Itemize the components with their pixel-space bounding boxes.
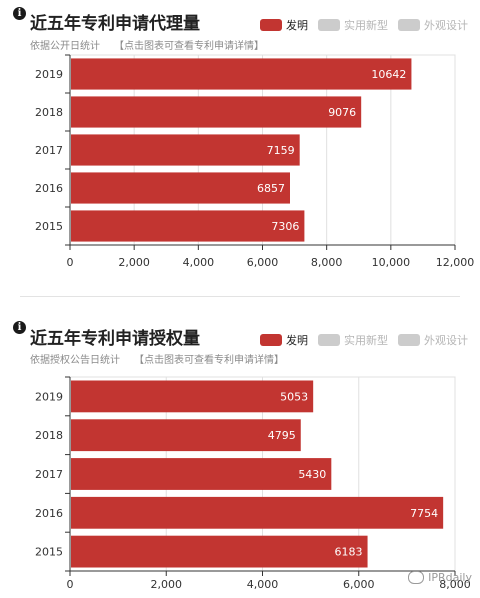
y-tick-label: 2016: [35, 507, 63, 520]
chart-subtitle: 依据公开日统计 【点击图表可查看专利申请详情】: [30, 37, 264, 52]
bar[interactable]: [71, 58, 412, 90]
legend-label: 实用新型: [344, 334, 388, 347]
bar-value-label: 4795: [268, 429, 296, 442]
watermark: IPRdaily: [408, 571, 472, 584]
bar-value-label: 9076: [328, 106, 356, 119]
bar[interactable]: [71, 535, 368, 568]
bar-value-label: 7754: [410, 507, 438, 520]
section-divider: [20, 296, 460, 297]
x-tick-label: 4,000: [247, 578, 279, 591]
y-tick-label: 2019: [35, 68, 63, 81]
x-tick-label: 10,000: [372, 256, 411, 269]
legend-label: 发明: [286, 19, 308, 32]
legend-label: 实用新型: [344, 19, 388, 32]
chat-bubble-icon: [408, 571, 425, 584]
legend-label: 外观设计: [424, 334, 468, 347]
bar-value-label: 6183: [335, 546, 363, 559]
x-tick-label: 4,000: [183, 256, 215, 269]
legend-item-utility-model[interactable]: 实用新型: [318, 17, 388, 33]
chart-legend: 发明 实用新型 外观设计: [260, 17, 468, 33]
bar-chart-grants[interactable]: 0 2,000 4,000 6,000 8,000 2019 5053 2018 4795 201…: [0, 312, 480, 598]
legend-swatch: [318, 19, 340, 31]
y-tick-label: 2015: [35, 220, 63, 233]
x-tick-label: 12,000: [436, 256, 475, 269]
bar-value-label: 7306: [271, 220, 299, 233]
legend-label: 发明: [286, 334, 308, 347]
legend-item-invention[interactable]: 发明: [260, 332, 308, 348]
legend-swatch: [398, 334, 420, 346]
legend-swatch: [260, 334, 282, 346]
chart-legend: 发明 实用新型 外观设计: [260, 332, 468, 348]
x-tick-label: 2,000: [151, 578, 183, 591]
bar[interactable]: [71, 210, 305, 242]
legend-swatch: [318, 334, 340, 346]
bar-value-label: 10642: [371, 68, 406, 81]
legend-item-design[interactable]: 外观设计: [398, 332, 468, 348]
legend-swatch: [398, 19, 420, 31]
bar-value-label: 7159: [267, 144, 295, 157]
chart-panel-grants: i 近五年专利申请授权量 依据授权公告日统计 【点击图表可查看专利申请详情】 发明…: [0, 312, 480, 598]
watermark-text: IPRdaily: [428, 571, 472, 584]
legend-item-utility-model[interactable]: 实用新型: [318, 332, 388, 348]
chart-title: 近五年专利申请代理量: [30, 14, 200, 34]
x-tick-label: 8,000: [439, 578, 471, 591]
x-tick-label: 6,000: [343, 578, 375, 591]
x-tick-label: 0: [67, 256, 74, 269]
bar[interactable]: [71, 419, 301, 452]
bar[interactable]: [71, 496, 444, 529]
x-tick-label: 6,000: [247, 256, 279, 269]
x-tick-label: 0: [67, 578, 74, 591]
chart-panel-filings: i 近五年专利申请代理量 依据公开日统计 【点击图表可查看专利申请详情】 发明 实…: [0, 0, 480, 290]
bar-value-label: 6857: [257, 182, 285, 195]
detail-link[interactable]: 【点击图表可查看专利申请详情】: [134, 355, 284, 366]
bar[interactable]: [71, 172, 290, 204]
y-tick-label: 2015: [35, 546, 63, 559]
legend-swatch: [260, 19, 282, 31]
bar[interactable]: [71, 380, 314, 413]
bar-chart-filings[interactable]: 0 2,000 4,000 6,000 8,000 10,000 12,000 2019 106…: [0, 0, 480, 290]
legend-item-invention[interactable]: 发明: [260, 17, 308, 33]
chart-title: 近五年专利申请授权量: [30, 329, 200, 349]
y-tick-label: 2019: [35, 390, 63, 403]
chart-subtitle: 依据授权公告日统计 【点击图表可查看专利申请详情】: [30, 351, 284, 366]
legend-label: 外观设计: [424, 19, 468, 32]
bar-value-label: 5430: [298, 468, 326, 481]
y-tick-label: 2017: [35, 144, 63, 157]
y-tick-label: 2016: [35, 182, 63, 195]
x-tick-label: 2,000: [118, 256, 150, 269]
bar[interactable]: [71, 134, 300, 166]
x-tick-label: 8,000: [311, 256, 343, 269]
y-tick-label: 2017: [35, 468, 63, 481]
legend-item-design[interactable]: 外观设计: [398, 17, 468, 33]
info-icon[interactable]: i: [13, 321, 26, 334]
y-tick-label: 2018: [35, 429, 63, 442]
info-icon[interactable]: i: [13, 7, 26, 20]
bar[interactable]: [71, 458, 332, 490]
y-tick-label: 2018: [35, 106, 63, 119]
bar[interactable]: [71, 96, 362, 128]
bar-value-label: 5053: [280, 390, 308, 403]
subtitle-text: 依据授权公告日统计: [30, 355, 120, 366]
subtitle-text: 依据公开日统计: [30, 41, 100, 52]
detail-link[interactable]: 【点击图表可查看专利申请详情】: [114, 41, 264, 52]
